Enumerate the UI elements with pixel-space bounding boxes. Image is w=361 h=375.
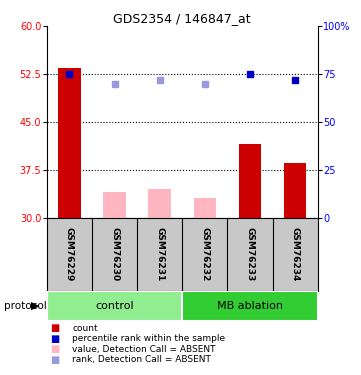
Text: GSM76234: GSM76234 (291, 227, 300, 281)
Text: MB ablation: MB ablation (217, 301, 283, 310)
Text: GSM76229: GSM76229 (65, 227, 74, 281)
Bar (284, 164, 306, 218)
Text: ■: ■ (51, 323, 60, 333)
Title: GDS2354 / 146847_at: GDS2354 / 146847_at (113, 12, 251, 25)
Text: protocol: protocol (4, 301, 46, 310)
Text: GSM76231: GSM76231 (155, 227, 164, 281)
Text: count: count (72, 324, 98, 333)
Bar (182, 291, 318, 321)
Text: ■: ■ (51, 355, 60, 364)
Bar (239, 144, 261, 218)
Bar (47, 291, 182, 321)
Bar (58, 68, 81, 218)
Text: ▶: ▶ (31, 301, 39, 310)
Text: percentile rank within the sample: percentile rank within the sample (72, 334, 225, 343)
Bar (148, 189, 171, 217)
Text: rank, Detection Call = ABSENT: rank, Detection Call = ABSENT (72, 355, 211, 364)
Text: value, Detection Call = ABSENT: value, Detection Call = ABSENT (72, 345, 216, 354)
Bar (103, 192, 126, 217)
Text: ■: ■ (51, 344, 60, 354)
Text: ■: ■ (51, 334, 60, 344)
Text: GSM76232: GSM76232 (200, 227, 209, 281)
Bar (193, 198, 216, 217)
Text: control: control (95, 301, 134, 310)
Text: GSM76233: GSM76233 (245, 227, 255, 281)
Text: GSM76230: GSM76230 (110, 227, 119, 281)
